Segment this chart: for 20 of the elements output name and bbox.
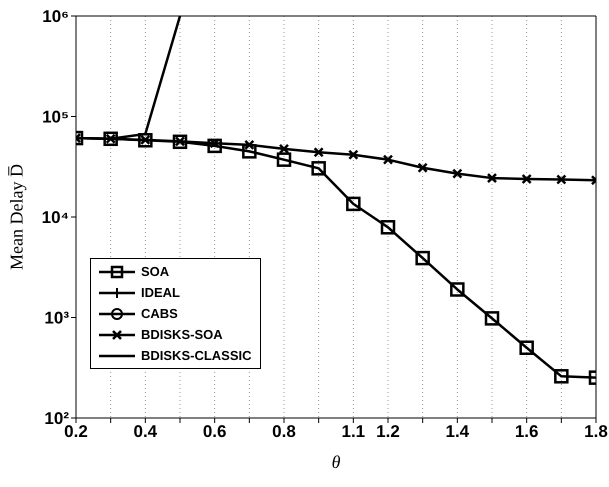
y-tick-label: 10⁵ xyxy=(42,108,69,127)
legend-label: BDISKS-SOA xyxy=(141,327,223,342)
x-tick-label: 0.8 xyxy=(272,422,296,442)
x-axis-title: θ xyxy=(332,452,341,472)
x-tick-label: 0.4 xyxy=(134,422,158,442)
legend-label: SOA xyxy=(141,264,170,279)
y-axis-title: Mean Delay D̅ xyxy=(6,164,26,270)
y-tick-label: 10⁶ xyxy=(42,7,69,26)
legend-label: IDEAL xyxy=(141,285,180,300)
x-tick-label: 1.4 xyxy=(446,422,470,442)
legend-label: CABS xyxy=(141,306,178,321)
x-tick-label: 1.6 xyxy=(514,422,538,442)
x-tick-label: 1.2 xyxy=(376,422,400,442)
x-tick-label: 1.8 xyxy=(584,422,608,442)
y-tick-label: 10³ xyxy=(44,308,70,328)
y-tick-label: 10⁴ xyxy=(42,208,69,228)
x-tick-label: 0.6 xyxy=(202,422,226,442)
x-tick-label: 1.1 xyxy=(342,422,366,442)
legend-label: BDISKS-CLASSIC xyxy=(141,348,252,363)
x-tick-label: 0.2 xyxy=(64,422,88,442)
